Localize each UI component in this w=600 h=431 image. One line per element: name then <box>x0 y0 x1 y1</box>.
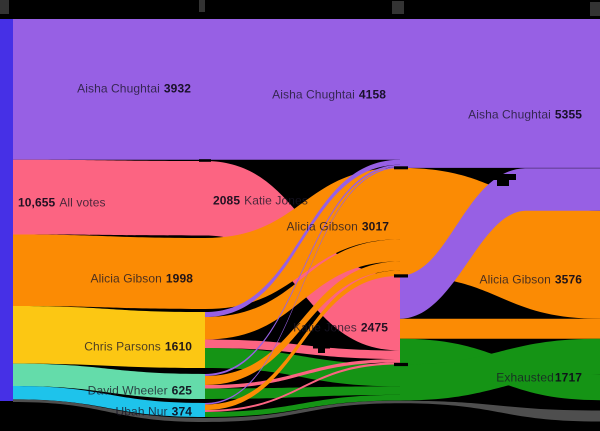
gap-mark <box>489 174 516 180</box>
transfer-nur-to-chughtai[interactable] <box>205 166 400 405</box>
gap-mark <box>497 180 509 186</box>
label-r3-exhausted: Exhausted1717 <box>496 370 582 385</box>
flow-residual-r1-r2 <box>205 400 400 422</box>
transfer-wheeler-to-jones[interactable] <box>205 359 400 389</box>
node-gap-notch <box>394 166 408 170</box>
flow-jones-to-gibson[interactable] <box>400 318 600 339</box>
node-gap-notch <box>394 274 408 278</box>
flow-chughtai-main[interactable] <box>13 19 600 168</box>
flow-nur-round1[interactable] <box>13 386 205 417</box>
label-r1-wheeler: David Wheeler 625 <box>87 383 192 398</box>
flow-gibson-round1[interactable] <box>13 234 205 310</box>
transfer-wheeler-to-chughtai[interactable] <box>205 164 400 376</box>
transfer-parsons-to-jones[interactable] <box>205 339 400 360</box>
transfer-parsons-to-exhausted[interactable] <box>205 348 400 387</box>
column-marker-allvotes <box>0 0 9 14</box>
flow-residual-r2-r3 <box>400 400 600 422</box>
label-r3-gibson: Alicia Gibson 3576 <box>479 272 582 287</box>
node-gap-notch <box>394 362 408 367</box>
flow-parsons-round1[interactable] <box>13 306 205 368</box>
gap-mark <box>313 343 330 349</box>
flow-exhausted-r2-r3[interactable] <box>400 338 600 401</box>
column-marker-round1 <box>199 0 205 12</box>
gap-mark <box>318 348 325 353</box>
transfer-wheeler-to-exhausted[interactable] <box>205 386 400 399</box>
column-marker-round2 <box>392 1 404 14</box>
transfer-parsons-to-gibson[interactable] <box>205 239 400 340</box>
flow-gibson-r2-r3[interactable] <box>400 167 600 319</box>
column-marker-round3 <box>590 2 600 16</box>
flow-jones-round1[interactable] <box>13 159 205 236</box>
flow-jones-to-chughtai[interactable] <box>400 168 600 319</box>
label-r1-nur: Ubah Nur 374 <box>115 404 192 419</box>
transfer-parsons-to-chughtai[interactable] <box>205 159 400 317</box>
transfer-nur-to-gibson[interactable] <box>205 270 400 410</box>
transfer-nur-to-jones[interactable] <box>205 362 400 412</box>
label-r1-chughtai: Aisha Chughtai 3932 <box>77 81 191 96</box>
node-all-votes[interactable] <box>0 19 13 401</box>
label-r2-jones: Katie Jones 2475 <box>293 320 388 335</box>
label-r1-parsons: Chris Parsons 1610 <box>84 339 192 354</box>
label-r2-gibson: Alicia Gibson 3017 <box>286 219 389 234</box>
label-r1-gibson: Alicia Gibson 1998 <box>90 271 193 286</box>
flow-residual-round1 <box>13 399 205 422</box>
transfer-wheeler-to-gibson[interactable] <box>205 261 400 385</box>
transfer-nur-to-exhausted[interactable] <box>205 394 400 417</box>
label-all-votes: 10,655 All votes <box>18 195 106 210</box>
node-gap-notch <box>199 159 211 162</box>
label-r2-chughtai: Aisha Chughtai 4158 <box>272 87 386 102</box>
flow-wheeler-round1[interactable] <box>13 363 205 399</box>
label-r3-chughtai: Aisha Chughtai 5355 <box>468 107 582 122</box>
label-r1-jones: 2085 Katie Jones <box>213 193 308 208</box>
